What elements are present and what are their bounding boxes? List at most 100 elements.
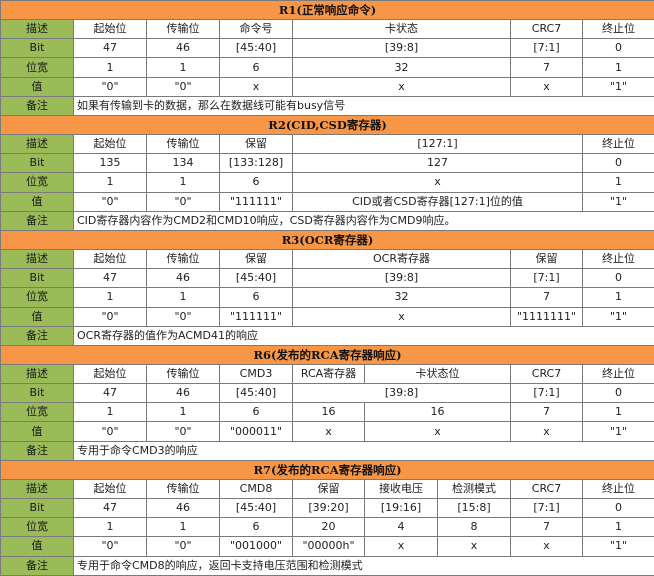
r7-width-cell: 8: [437, 517, 511, 538]
r6-value-cell: x: [364, 421, 511, 442]
r1-title-row: R1(正常响应命令): [0, 0, 654, 21]
r2-value-row: 值 "0" "0" "111111" CID或者CSD寄存器[127:1]位的值…: [0, 191, 654, 212]
r2-header-cell: 起始位: [73, 134, 147, 155]
r3-bit-label: Bit: [0, 268, 74, 289]
r1-header-cell: 命令号: [219, 19, 293, 40]
r6-width-label: 位宽: [0, 402, 74, 423]
r6-width-cell: 1: [146, 402, 220, 423]
r3-width-cell: 32: [292, 287, 511, 308]
r7-bit-cell: [15:8]: [437, 498, 511, 519]
r7-width-cell: 1: [73, 517, 147, 538]
r2-note: CID寄存器内容作为CMD2和CMD10响应，CSD寄存器内容作为CMD9响应。: [72, 210, 654, 231]
r3-value-cell: "0": [146, 306, 220, 327]
r1-value-label: 值: [0, 76, 74, 97]
r2-value-cell: "1": [581, 191, 654, 212]
r3-value-cell: "0": [73, 306, 147, 327]
r1-bit-row: Bit 47 46 [45:40] [39:8] [7:1] 0: [0, 38, 654, 59]
r2-header-cell: [127:1]: [292, 134, 583, 155]
r2-bit-cell: 134: [146, 153, 220, 174]
r3-title: R3(OCR寄存器): [0, 229, 654, 251]
r1-bit-cell: 46: [146, 38, 220, 59]
r2-describe-label: 描述: [0, 134, 74, 155]
r6-header-row: 描述 起始位 传输位 CMD3 RCA寄存器 卡状态位 CRC7 终止位: [0, 363, 654, 385]
r2-width-cell: 6: [219, 172, 293, 193]
r3-width-cell: 1: [73, 287, 147, 308]
r6-value-cell: "000011": [219, 421, 293, 442]
r6-header-cell: 卡状态位: [364, 363, 511, 385]
r7-width-cell: 1: [581, 517, 654, 538]
r7-width-cell: 6: [219, 517, 293, 538]
r2-value-cell: "0": [73, 191, 147, 212]
r7-value-cell: x: [437, 536, 511, 557]
r7-width-label: 位宽: [0, 517, 74, 538]
r7-header-cell: 传输位: [146, 478, 220, 500]
r3-value-cell: "1": [581, 306, 654, 327]
r2-bit-cell: 127: [292, 153, 583, 174]
r2-value-cell: "0": [146, 191, 220, 212]
r3-title-row: R3(OCR寄存器): [0, 229, 654, 251]
r2-value-cell: "111111": [219, 191, 293, 212]
r7-width-cell: 7: [510, 517, 583, 538]
r3-width-cell: 1: [581, 287, 654, 308]
r1-bit-cell: 0: [581, 38, 654, 59]
r7-value-row: 值 "0" "0" "001000" "00000h" x x x "1": [0, 536, 654, 557]
r1-value-cell: x: [292, 76, 511, 97]
r7-title: R7(发布的RCA寄存器响应): [0, 459, 654, 480]
r6-bit-cell: [45:40]: [219, 383, 293, 404]
r1-header-cell: 起始位: [73, 19, 147, 40]
r7-header-cell: CRC7: [510, 478, 583, 500]
r1-bit-cell: [39:8]: [292, 38, 511, 59]
r1-width-label: 位宽: [0, 57, 74, 78]
r7-bit-label: Bit: [0, 498, 74, 519]
r7-bit-cell: 46: [146, 498, 220, 519]
r2-width-label: 位宽: [0, 172, 74, 193]
r1-value-cell: x: [219, 76, 293, 97]
r6-header-cell: 起始位: [73, 363, 147, 385]
r3-width-cell: 7: [510, 287, 583, 308]
r3-bit-cell: 0: [581, 268, 654, 289]
r3-bit-cell: 47: [73, 268, 147, 289]
r6-header-cell: 传输位: [146, 363, 220, 385]
r7-header-cell: 检测模式: [437, 478, 511, 500]
r7-value-cell: "1": [581, 536, 654, 557]
r6-describe-label: 描述: [0, 363, 74, 385]
r7-width-row: 位宽 1 1 6 20 4 8 7 1: [0, 517, 654, 538]
r1-bit-cell: 47: [73, 38, 147, 59]
r7-value-cell: x: [510, 536, 583, 557]
r1-width-cell: 1: [581, 57, 654, 78]
r3-value-label: 值: [0, 306, 74, 327]
r1-header-cell: CRC7: [510, 19, 583, 40]
r7-bit-cell: 47: [73, 498, 147, 519]
r3-header-cell: OCR寄存器: [292, 249, 511, 270]
r3-describe-label: 描述: [0, 249, 74, 270]
r3-bit-cell: 46: [146, 268, 220, 289]
r3-header-cell: 终止位: [581, 249, 654, 270]
r2-bit-cell: 135: [73, 153, 147, 174]
r7-header-cell: 保留: [292, 478, 365, 500]
r7-width-cell: 20: [292, 517, 365, 538]
r6-header-cell: CRC7: [510, 363, 583, 385]
r6-width-row: 位宽 1 1 6 16 16 7 1: [0, 402, 654, 423]
r2-header-cell: 保留: [219, 134, 293, 155]
r7-value-cell: "0": [73, 536, 147, 557]
r6-width-cell: 6: [219, 402, 293, 423]
r1-width-cell: 1: [146, 57, 220, 78]
r1-width-cell: 1: [73, 57, 147, 78]
r7-header-cell: 终止位: [581, 478, 654, 500]
r7-note: 专用于命令CMD8的响应，返回卡支持电压范围和检测模式: [72, 555, 654, 576]
r6-bit-row: Bit 47 46 [45:40] [39:8] [7:1] 0: [0, 383, 654, 404]
r7-width-cell: 1: [146, 517, 220, 538]
r1-note: 如果有传输到卡的数据，那么在数据线可能有busy信号: [72, 95, 654, 116]
r2-bit-label: Bit: [0, 153, 74, 174]
r3-value-cell: "1111111": [510, 306, 583, 327]
r7-bit-row: Bit 47 46 [45:40] [39:20] [19:16] [15:8]…: [0, 498, 654, 519]
r7-note-row: 备注 专用于命令CMD8的响应，返回卡支持电压范围和检测模式: [0, 555, 654, 576]
r6-note: 专用于命令CMD3的响应: [72, 440, 654, 461]
r6-note-row: 备注 专用于命令CMD3的响应: [0, 440, 654, 461]
r3-note-label: 备注: [0, 325, 74, 346]
r6-title-row: R6(发布的RCA寄存器响应): [0, 344, 654, 365]
r1-width-cell: 32: [292, 57, 511, 78]
r6-bit-label: Bit: [0, 383, 74, 404]
r6-value-cell: "0": [73, 421, 147, 442]
r1-describe-label: 描述: [0, 19, 74, 40]
